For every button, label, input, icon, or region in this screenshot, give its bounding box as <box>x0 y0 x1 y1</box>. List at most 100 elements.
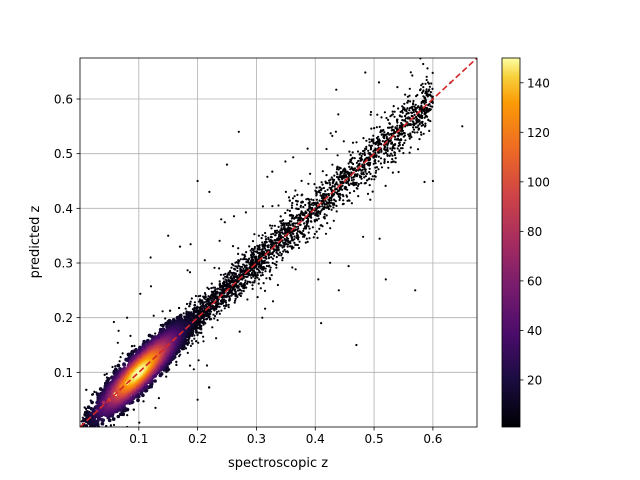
scatter-point <box>248 266 251 269</box>
scatter-point <box>254 277 257 280</box>
scatter-point <box>185 302 189 306</box>
scatter-point <box>377 160 380 163</box>
scatter-point <box>295 199 298 202</box>
scatter-point <box>175 360 178 363</box>
scatter-point <box>270 233 273 236</box>
scatter-point <box>261 234 264 237</box>
scatter-point <box>322 186 325 190</box>
scatter-point <box>403 115 407 118</box>
scatter-point <box>383 161 386 164</box>
scatter-point <box>205 364 209 367</box>
scatter-point <box>313 219 316 222</box>
scatter-point <box>421 91 424 94</box>
scatter-point <box>307 202 310 205</box>
scatter-point <box>243 254 246 257</box>
scatter-point <box>259 287 262 290</box>
scatter-point <box>355 161 358 164</box>
scatter-point <box>237 259 240 262</box>
scatter-point <box>133 344 136 347</box>
scatter-point <box>428 129 431 132</box>
scatter-point <box>304 225 307 228</box>
scatter-point <box>114 432 116 434</box>
scatter-point <box>213 266 216 269</box>
scatter-point <box>412 102 415 105</box>
scatter-point <box>403 141 406 145</box>
scatter-point <box>269 235 272 239</box>
scatter-point <box>188 305 191 308</box>
scatter-point <box>271 170 274 173</box>
scatter-point <box>205 318 208 321</box>
scatter-point <box>429 105 432 108</box>
scatter-point <box>337 178 340 181</box>
scatter-point <box>355 181 358 184</box>
scatter-point <box>275 266 278 269</box>
scatter-point <box>361 165 364 168</box>
scatter-point <box>164 317 167 320</box>
scatter-point <box>336 173 339 176</box>
scatter-point <box>329 261 332 264</box>
scatter-point <box>269 266 272 269</box>
scatter-point <box>261 205 264 208</box>
scatter-point <box>197 295 200 298</box>
scatter-point <box>353 190 356 193</box>
scatter-point <box>300 194 303 197</box>
scatter-point <box>369 198 372 201</box>
scatter-point <box>425 78 428 82</box>
scatter-point <box>363 182 366 185</box>
scatter-point <box>364 175 367 178</box>
scatter-point <box>111 455 113 457</box>
scatter-point <box>94 428 98 432</box>
scatter-point <box>210 290 213 293</box>
scatter-point <box>412 111 415 114</box>
scatter-point <box>414 110 417 113</box>
scatter-point <box>191 315 196 320</box>
scatter-point <box>273 224 276 227</box>
scatter-point <box>265 264 268 268</box>
scatter-point <box>178 306 181 310</box>
scatter-point <box>412 128 416 131</box>
scatter-point <box>372 139 375 142</box>
scatter-point <box>391 110 394 113</box>
scatter-point <box>379 131 382 134</box>
scatter-point <box>402 152 405 155</box>
scatter-point <box>85 438 87 440</box>
scatter-point <box>282 250 285 253</box>
scatter-point <box>329 188 332 191</box>
scatter-point <box>236 269 239 273</box>
scatter-point <box>202 335 205 338</box>
scatter-point <box>312 212 315 215</box>
scatter-point <box>348 191 351 194</box>
scatter-point <box>363 158 366 161</box>
scatter-point <box>321 183 324 186</box>
scatter-point <box>335 204 338 207</box>
grid-lines <box>80 58 477 427</box>
scatter-point <box>283 237 286 241</box>
scatter-point <box>114 365 117 368</box>
scatter-point <box>189 344 192 347</box>
scatter-point <box>414 289 417 292</box>
scatter-point <box>222 273 225 276</box>
scatter-point <box>401 105 404 108</box>
scatter-point <box>116 363 121 368</box>
scatter-point <box>408 135 411 138</box>
scatter-point <box>331 182 334 185</box>
scatter-point <box>382 135 385 139</box>
scatter-point <box>408 94 411 97</box>
scatter-point <box>302 227 305 230</box>
scatter-point <box>322 192 325 196</box>
scatter-point <box>223 307 226 310</box>
scatter-point <box>397 107 400 110</box>
scatter-point <box>461 125 464 128</box>
scatter-point <box>142 400 145 403</box>
scatter-point <box>261 271 264 274</box>
scatter-point <box>348 160 352 163</box>
scatter-point <box>353 167 357 170</box>
scatter-point <box>283 232 287 235</box>
scatter-point <box>330 208 333 211</box>
scatter-point <box>328 181 331 184</box>
scatter-point <box>203 292 207 295</box>
scatter-point <box>299 205 302 208</box>
scatter-point <box>315 218 318 221</box>
scatter-point <box>365 145 368 148</box>
scatter-point <box>234 261 237 264</box>
